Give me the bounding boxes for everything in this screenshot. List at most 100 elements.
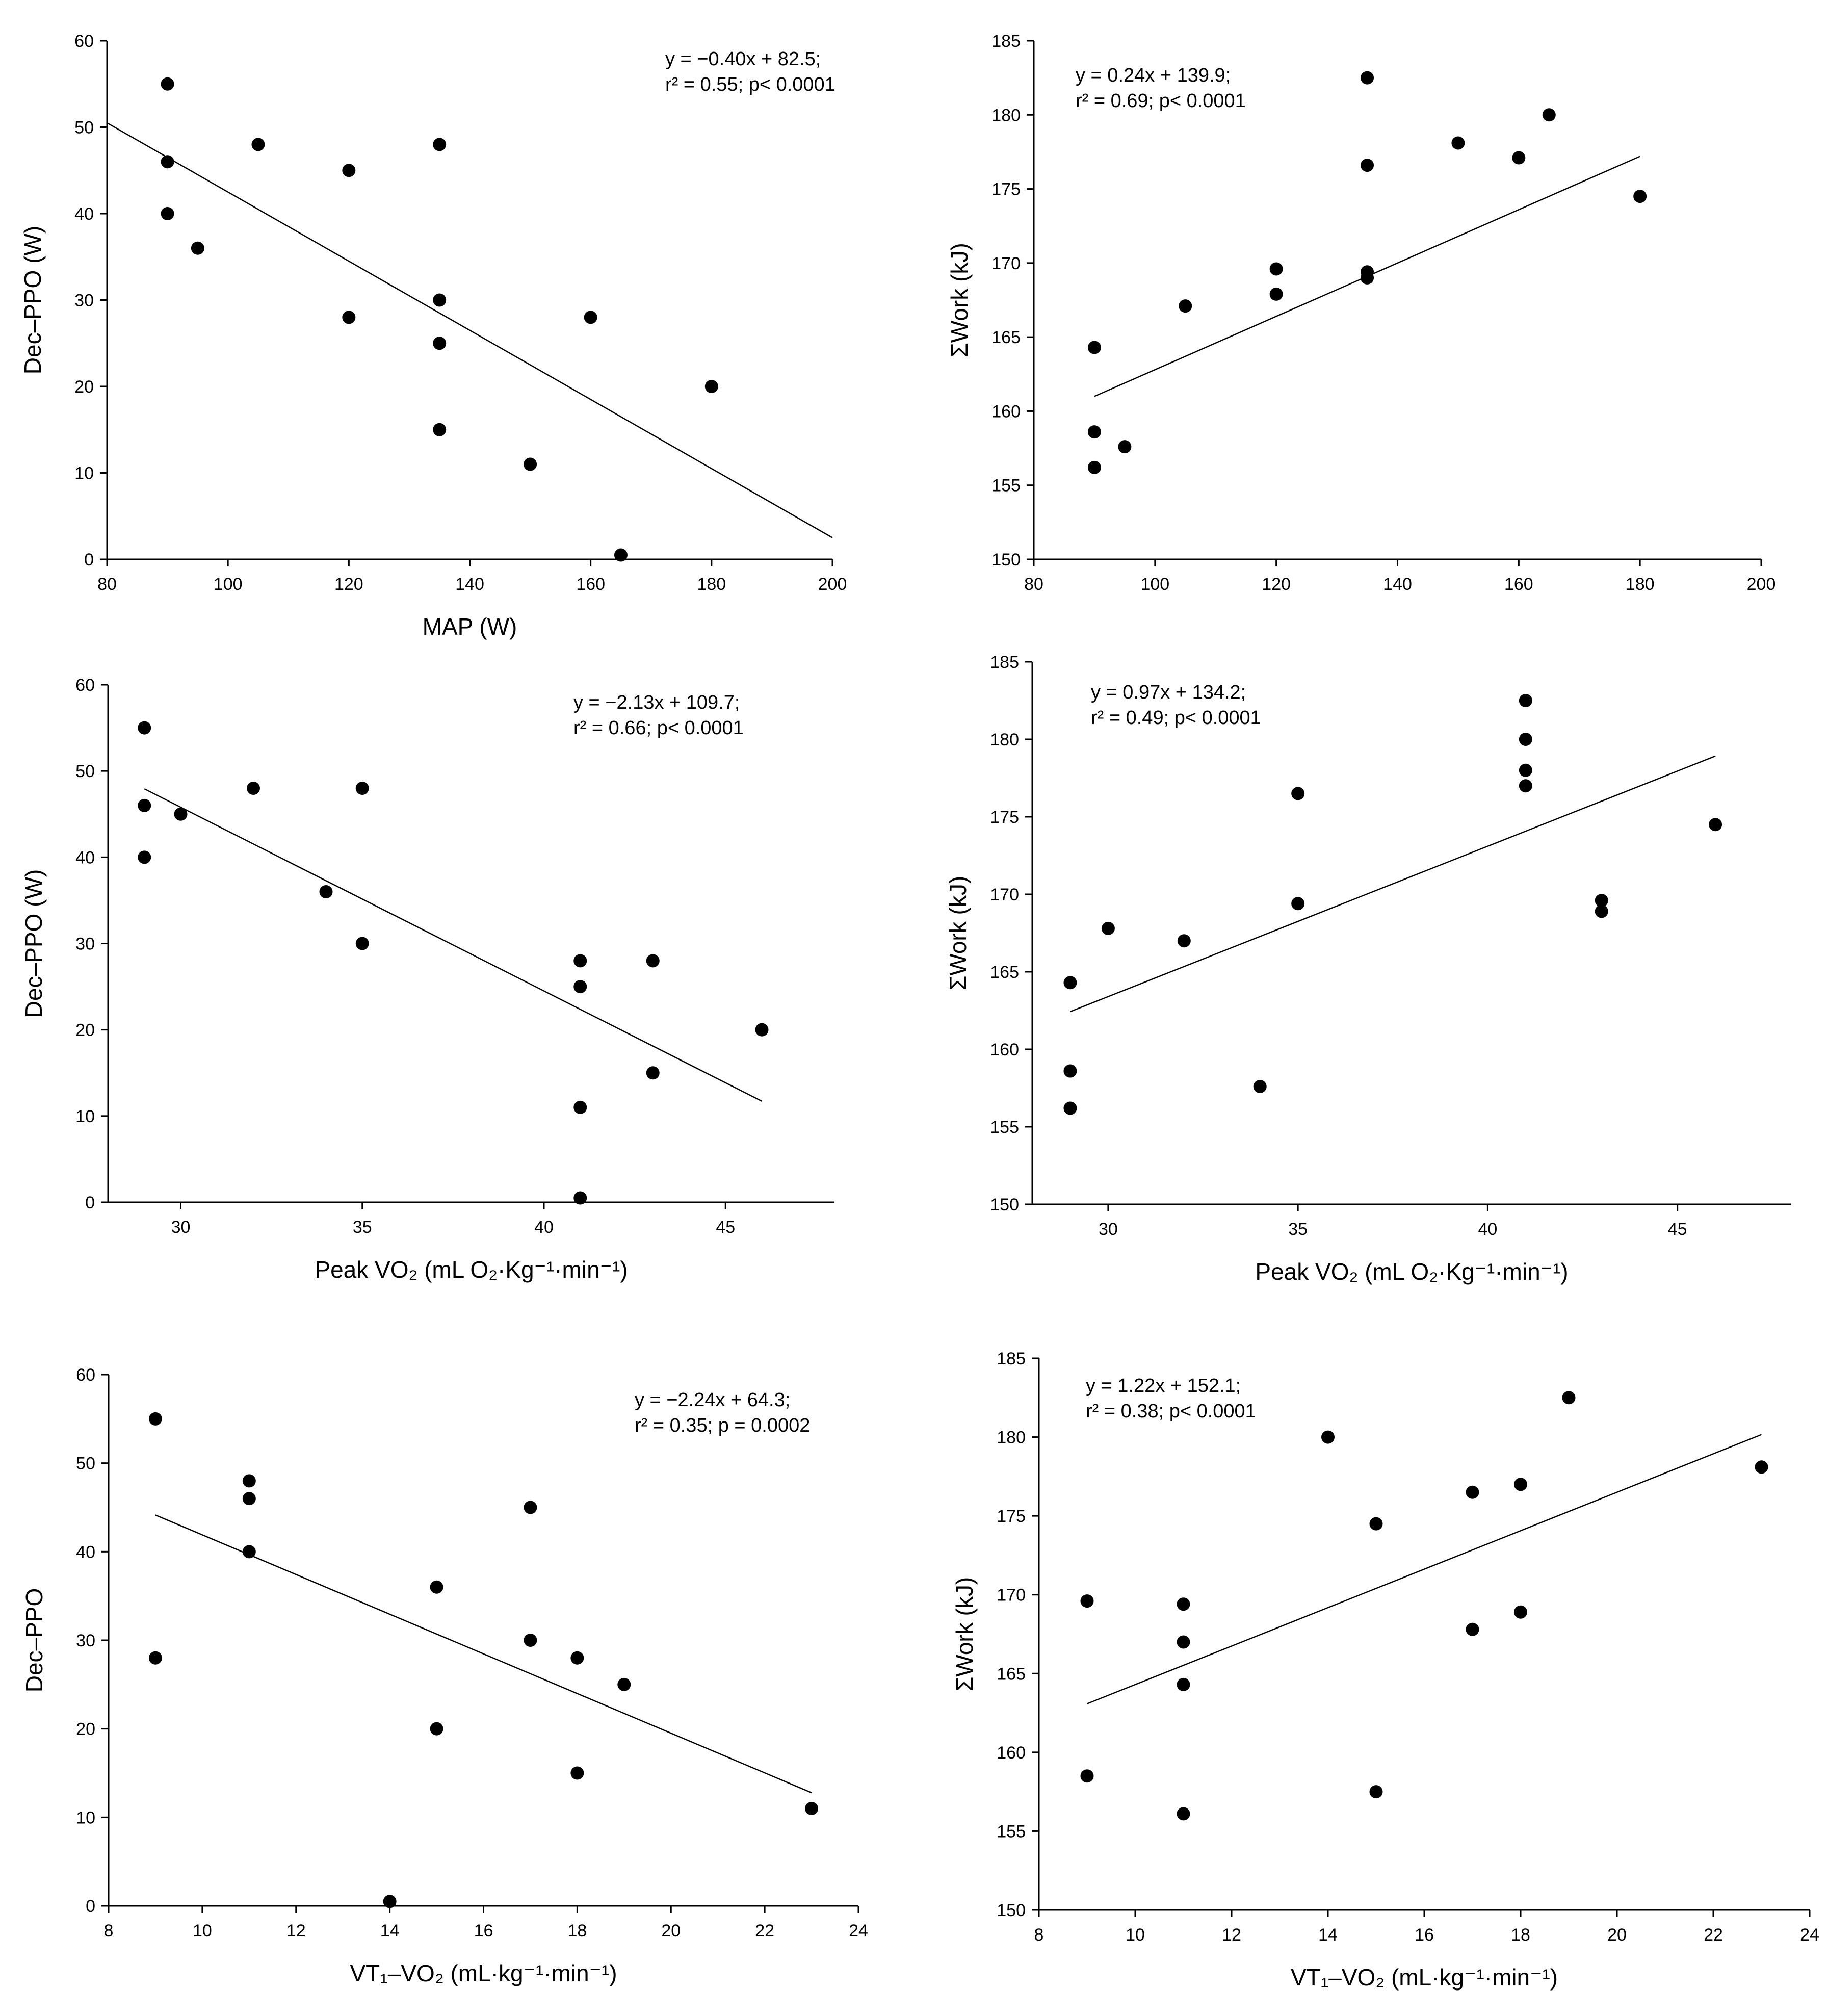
- data-point-14: [755, 1023, 769, 1037]
- data-point-4: [251, 138, 265, 151]
- data-point-11: [524, 457, 537, 471]
- data-point-1: [1063, 1064, 1077, 1078]
- data-point-9: [573, 980, 587, 994]
- data-point-5: [383, 1895, 397, 1908]
- panel-work-vs-map: 80 100 120 140 160 180 200 150 155 160 165 170 175 18…: [946, 32, 1775, 594]
- y-tick-label-60: 60: [74, 32, 94, 51]
- y-tick-label-40: 40: [74, 204, 94, 224]
- y-tick-label-20: 20: [75, 1021, 95, 1040]
- y-axis-title: Dec–PPO (W): [19, 226, 46, 374]
- data-point-0: [148, 1412, 162, 1426]
- y-tick-label-10: 10: [74, 464, 94, 483]
- data-point-7: [1291, 897, 1305, 911]
- data-point-6: [430, 1580, 443, 1594]
- data-point-7: [1369, 1517, 1383, 1531]
- regression-line: [144, 788, 763, 1102]
- data-point-1: [161, 155, 174, 169]
- data-point-13: [614, 548, 628, 562]
- x-tick-label-24: 24: [1800, 1925, 1819, 1945]
- y-tick-label-150: 150: [991, 550, 1021, 570]
- data-point-7: [1361, 71, 1374, 85]
- data-point-3: [1177, 1635, 1190, 1649]
- x-tick-label-14: 14: [380, 1921, 400, 1941]
- x-tick-label-30: 30: [171, 1218, 191, 1237]
- x-tick-label-180: 180: [697, 575, 726, 594]
- data-point-13: [1542, 108, 1556, 122]
- x-tick-label-160: 160: [576, 575, 605, 594]
- data-point-11: [1519, 779, 1532, 793]
- data-point-0: [161, 77, 174, 91]
- x-tick-label-20: 20: [1607, 1925, 1627, 1945]
- data-point-10: [573, 1100, 587, 1114]
- y-tick-label-30: 30: [75, 935, 95, 954]
- y-tick-label-180: 180: [997, 1428, 1026, 1448]
- y-tick-label-30: 30: [74, 291, 94, 311]
- x-tick-label-16: 16: [1415, 1925, 1434, 1945]
- x-tick-label-160: 160: [1504, 575, 1533, 594]
- y-tick-label-170: 170: [997, 1586, 1026, 1605]
- regression-annotation-line-1: y = −2.24x + 64.3;: [635, 1389, 790, 1411]
- data-point-13: [805, 1801, 819, 1815]
- x-tick-label-12: 12: [1222, 1925, 1241, 1945]
- data-point-8: [524, 1501, 537, 1514]
- y-tick-label-180: 180: [991, 106, 1021, 125]
- data-point-11: [1514, 1478, 1527, 1491]
- x-tick-label-80: 80: [1024, 575, 1043, 594]
- x-tick-label-180: 180: [1626, 575, 1655, 594]
- x-tick-label-35: 35: [353, 1218, 372, 1237]
- data-point-9: [1519, 733, 1532, 746]
- data-point-12: [1512, 151, 1526, 165]
- regression-annotation-line-1: y = 0.97x + 134.2;: [1091, 682, 1246, 703]
- x-tick-label-200: 200: [1747, 575, 1776, 594]
- x-tick-label-40: 40: [1478, 1220, 1497, 1239]
- regression-annotation-line-1: y = 0.24x + 139.9;: [1076, 65, 1231, 86]
- data-point-10: [570, 1651, 584, 1665]
- x-tick-label-120: 120: [334, 575, 363, 594]
- y-tick-label-165: 165: [997, 1664, 1026, 1684]
- y-tick-label-175: 175: [991, 180, 1021, 199]
- y-axis-title: ΣWork (kJ): [946, 243, 973, 357]
- y-tick-label-40: 40: [76, 1542, 95, 1562]
- data-point-3: [1118, 440, 1132, 454]
- panel-dec-ppo-vs-peak-vo2: 30 35 40 45 0 10 20 30 40 50 60 Peak VO₂ (mL O₂·Kg⁻…: [20, 676, 834, 1283]
- data-point-0: [1087, 341, 1101, 354]
- data-point-12: [1514, 1605, 1527, 1619]
- x-tick-label-100: 100: [1140, 575, 1169, 594]
- y-tick-label-165: 165: [990, 963, 1019, 982]
- panel-dec-ppo-vs-map: 80 100 120 140 160 180 200 0 10 20 30 40 50 60 MAP (W)…: [19, 32, 847, 640]
- data-point-0: [1080, 1594, 1094, 1608]
- y-axis-title: Dec–PPO: [21, 1588, 47, 1693]
- x-tick-label-200: 200: [818, 575, 847, 594]
- data-point-5: [1177, 1807, 1190, 1821]
- data-point-6: [1321, 1430, 1335, 1444]
- y-tick-label-60: 60: [75, 676, 95, 695]
- data-point-5: [342, 164, 356, 177]
- data-point-2: [1087, 460, 1101, 474]
- data-point-4: [1177, 1677, 1190, 1691]
- data-point-3: [191, 241, 204, 255]
- y-axis-title: ΣWork (kJ): [951, 1577, 978, 1691]
- regression-annotation-line-1: y = −0.40x + 82.5;: [665, 48, 821, 70]
- data-point-13: [1562, 1391, 1576, 1405]
- data-point-1: [1087, 425, 1101, 439]
- x-tick-label-24: 24: [849, 1921, 868, 1941]
- y-tick-label-0: 0: [85, 1193, 95, 1212]
- data-point-7: [355, 937, 369, 950]
- x-tick-label-8: 8: [1034, 1925, 1044, 1945]
- data-point-12: [1595, 894, 1608, 908]
- data-point-6: [355, 782, 369, 795]
- data-point-1: [1080, 1769, 1094, 1783]
- y-tick-label-180: 180: [990, 730, 1019, 749]
- y-tick-label-0: 0: [86, 1897, 95, 1916]
- data-point-8: [1369, 1785, 1383, 1799]
- y-tick-label-155: 155: [997, 1822, 1026, 1841]
- data-point-1: [138, 798, 151, 812]
- data-point-8: [1361, 159, 1374, 172]
- data-point-12: [646, 954, 660, 968]
- panel-dec-ppo-vs-vt1-vo2: 8 10 12 14 16 18 20 22 24 0 10 20 30 40 50 60 VT₁–VO₂ (m…: [21, 1365, 868, 1986]
- y-tick-label-155: 155: [991, 476, 1021, 496]
- data-point-4: [247, 782, 260, 795]
- x-tick-label-80: 80: [97, 575, 117, 594]
- x-tick-label-30: 30: [1099, 1220, 1118, 1239]
- y-tick-label-30: 30: [76, 1631, 95, 1650]
